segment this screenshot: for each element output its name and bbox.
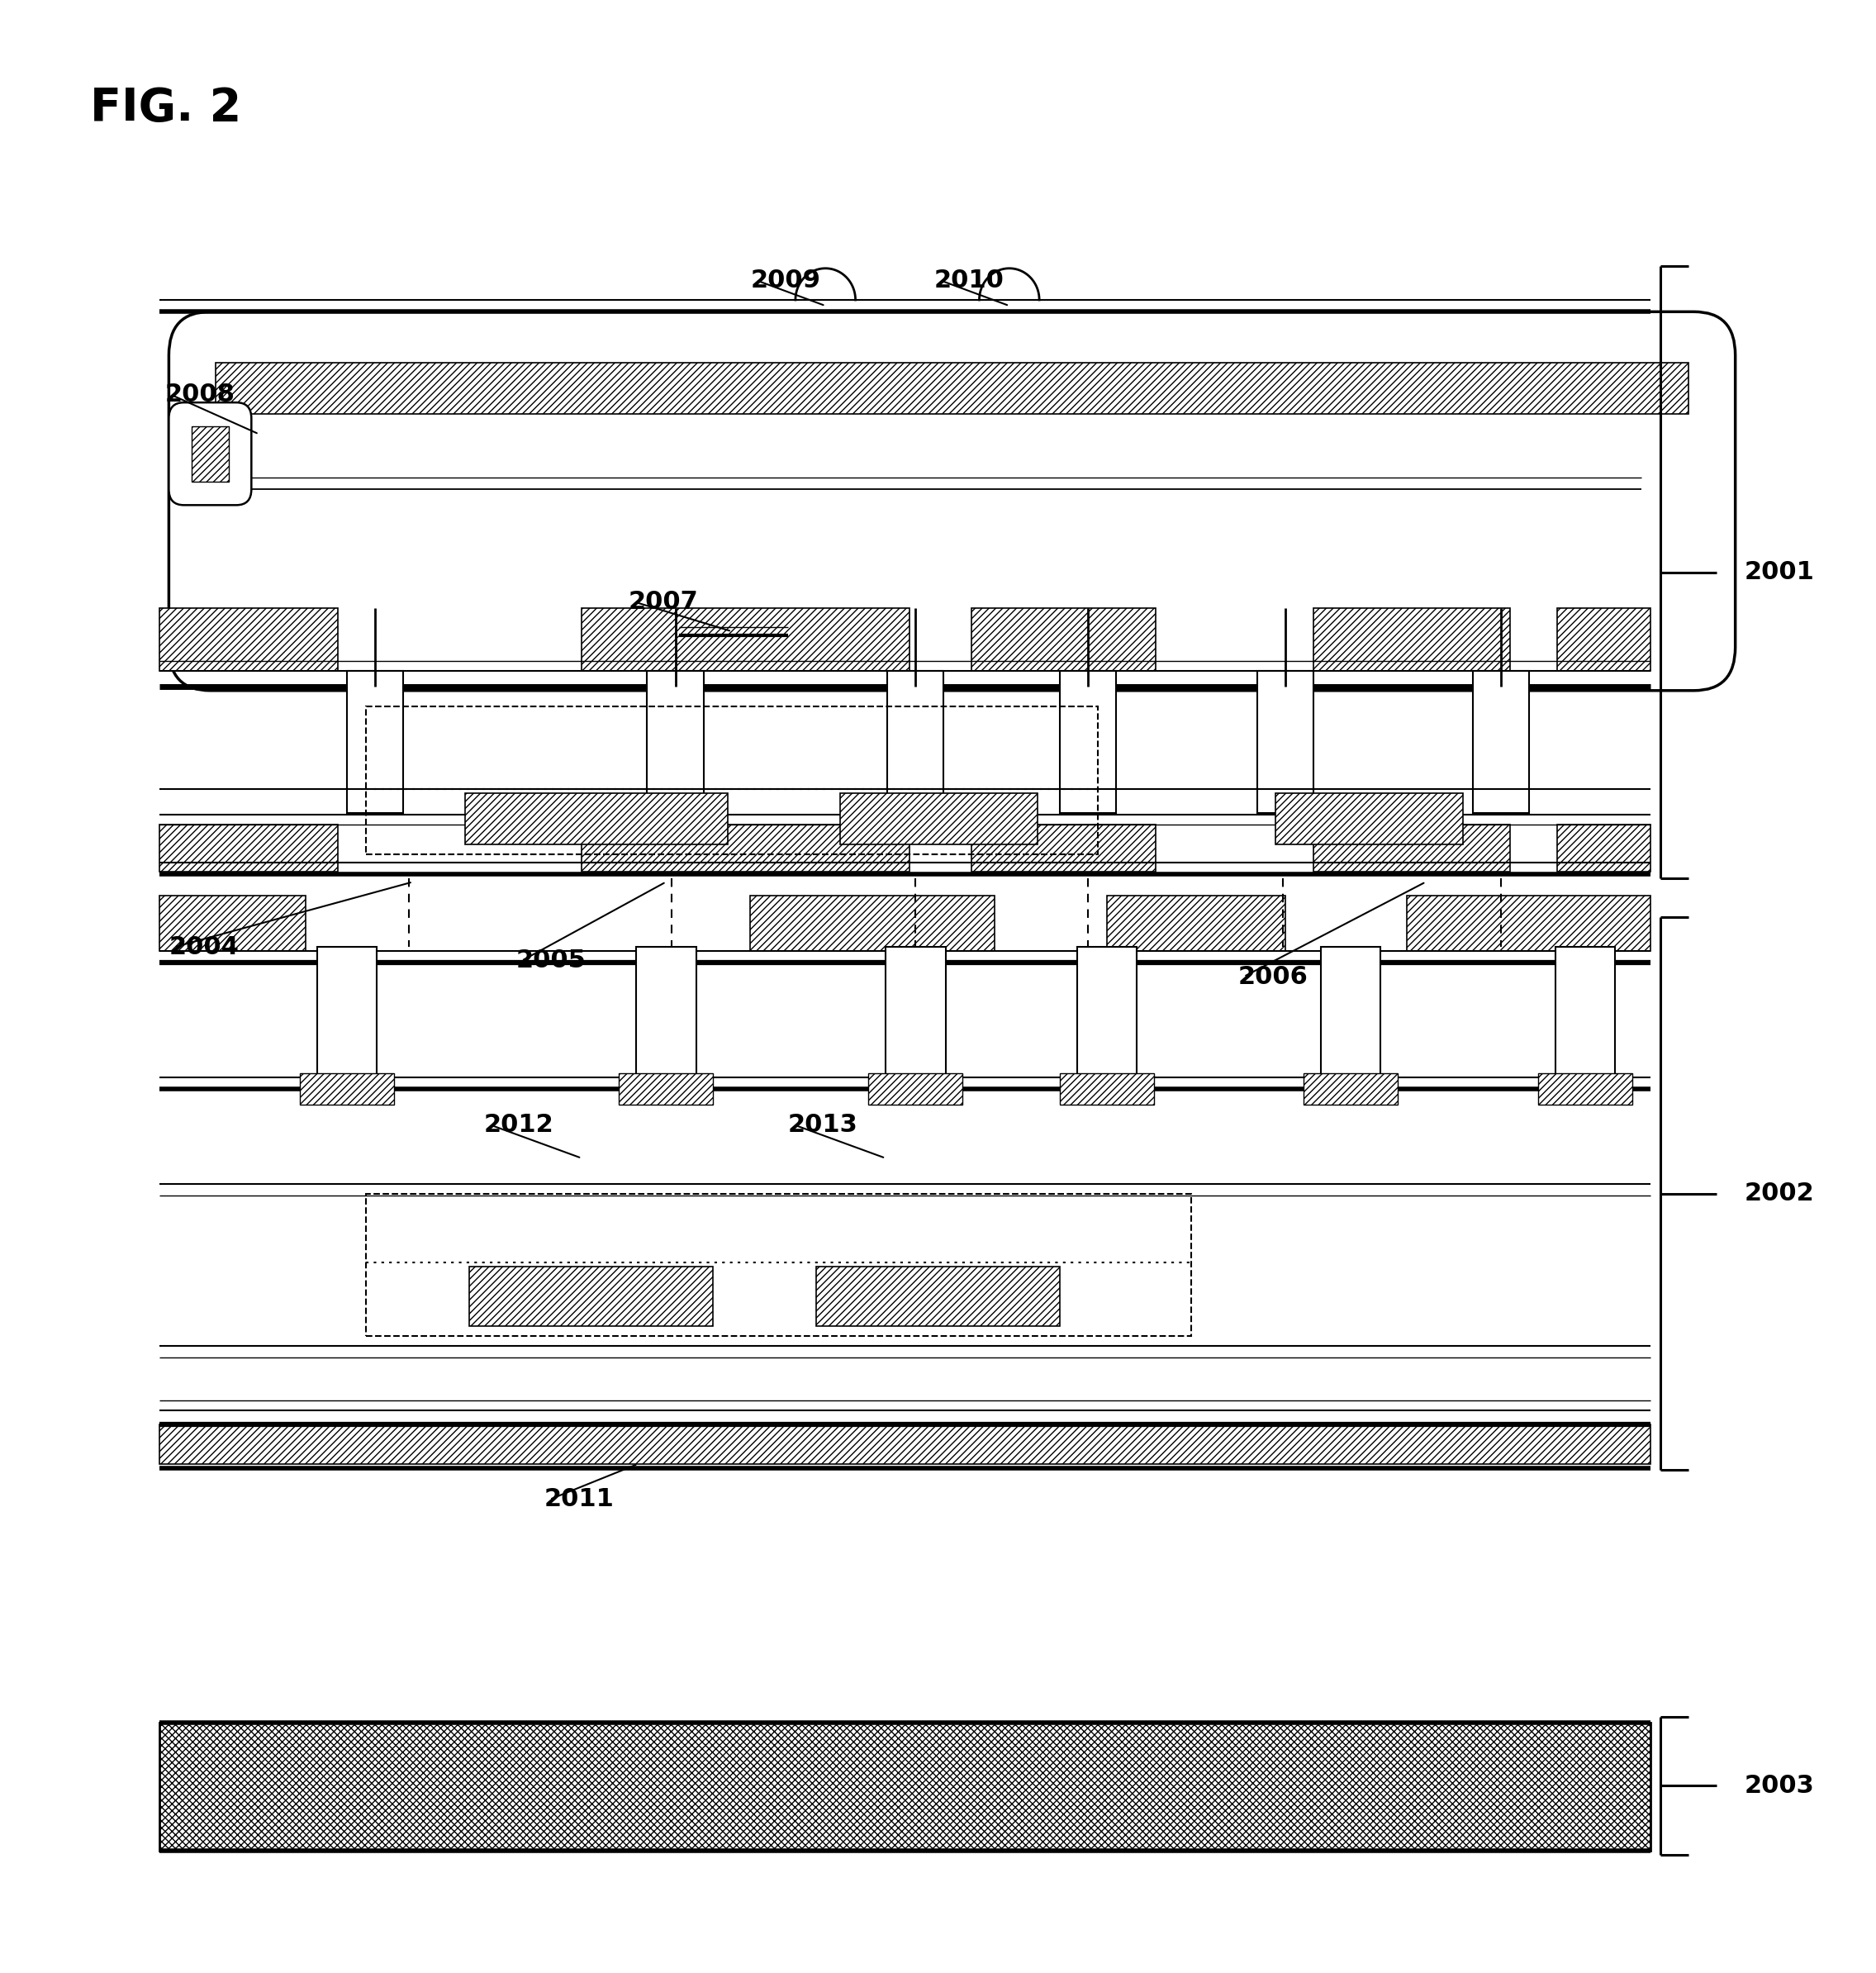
FancyBboxPatch shape xyxy=(169,402,251,505)
Bar xyxy=(1538,1073,1632,1105)
Bar xyxy=(159,825,338,872)
Bar xyxy=(317,947,377,1081)
Bar xyxy=(582,825,910,872)
Bar xyxy=(366,1194,1191,1336)
Text: 2001: 2001 xyxy=(1745,560,1814,584)
Text: 2002: 2002 xyxy=(1745,1182,1814,1206)
Text: 2004: 2004 xyxy=(169,935,238,959)
Text: 2005: 2005 xyxy=(516,949,585,973)
Bar xyxy=(1276,793,1463,844)
Bar xyxy=(972,608,1156,671)
Bar xyxy=(840,793,1037,844)
Text: 2003: 2003 xyxy=(1745,1774,1814,1797)
Text: 2007: 2007 xyxy=(628,590,698,614)
Bar xyxy=(366,706,1097,854)
Bar xyxy=(159,608,338,671)
Text: 2010: 2010 xyxy=(934,268,1004,292)
Bar xyxy=(1257,671,1313,813)
Bar xyxy=(869,1073,962,1105)
Bar xyxy=(1555,947,1615,1081)
FancyBboxPatch shape xyxy=(169,312,1735,691)
Bar xyxy=(750,896,994,951)
Bar xyxy=(619,1073,713,1105)
Text: 2011: 2011 xyxy=(544,1488,613,1511)
Bar xyxy=(159,896,306,951)
Text: FIG. 2: FIG. 2 xyxy=(90,87,242,130)
Bar xyxy=(1304,1073,1398,1105)
Bar xyxy=(1060,1073,1154,1105)
Bar xyxy=(465,793,728,844)
Bar xyxy=(1060,671,1116,813)
Bar xyxy=(1313,608,1510,671)
Text: 2006: 2006 xyxy=(1238,965,1308,988)
Bar xyxy=(1077,947,1137,1081)
Bar xyxy=(1473,671,1529,813)
Bar xyxy=(816,1267,1060,1326)
Text: 2012: 2012 xyxy=(484,1113,553,1136)
Bar xyxy=(159,1722,1651,1851)
Bar xyxy=(1557,825,1651,872)
Bar xyxy=(636,947,696,1081)
Bar xyxy=(1321,947,1381,1081)
Bar xyxy=(191,426,229,481)
Bar xyxy=(887,671,944,813)
Bar xyxy=(1107,896,1285,951)
Bar xyxy=(159,1425,1651,1464)
Bar xyxy=(1557,608,1651,671)
Bar xyxy=(300,1073,394,1105)
Bar xyxy=(469,1267,713,1326)
Bar xyxy=(1313,825,1510,872)
Bar xyxy=(1407,896,1651,951)
Bar xyxy=(216,363,1688,414)
Bar xyxy=(647,671,704,813)
Bar xyxy=(972,825,1156,872)
Bar xyxy=(582,608,910,671)
Bar xyxy=(347,671,403,813)
Text: 2009: 2009 xyxy=(750,268,820,292)
Bar xyxy=(885,947,946,1081)
Text: 2008: 2008 xyxy=(165,383,234,406)
Text: 2013: 2013 xyxy=(788,1113,857,1136)
